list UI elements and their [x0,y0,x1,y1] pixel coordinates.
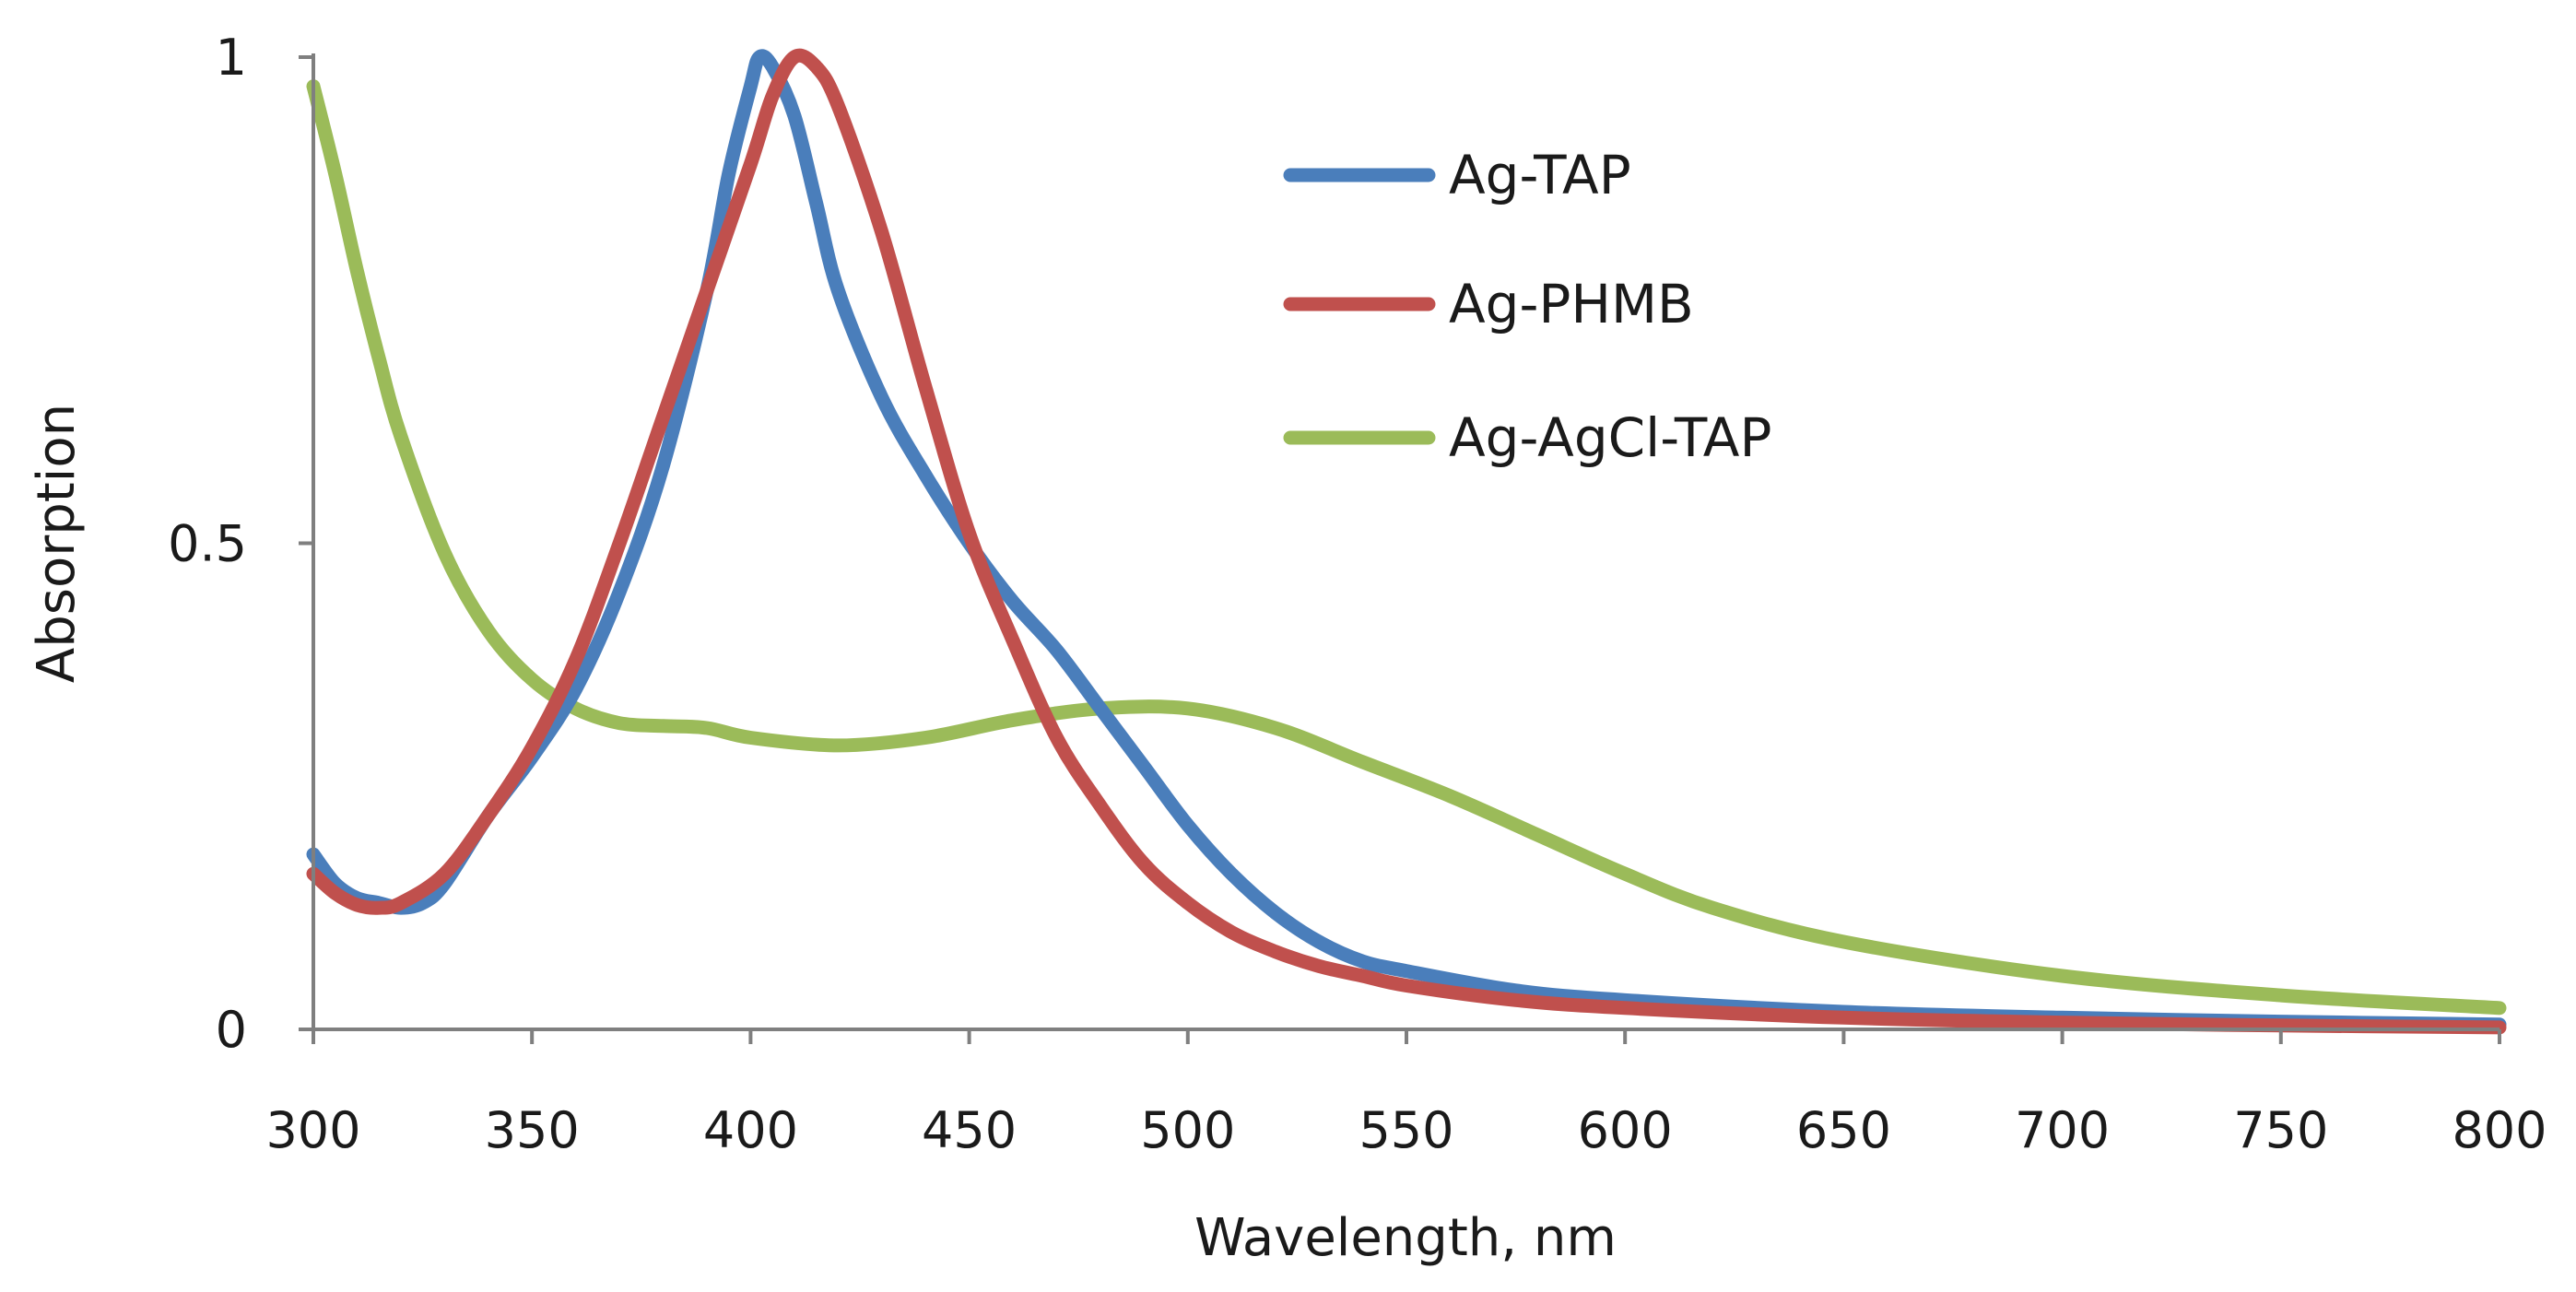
legend-label: Ag-PHMB [1449,273,1694,335]
legend-item-ag-agcl-tap: Ag-AgCl-TAP [1283,406,1771,469]
legend-label: Ag-TAP [1449,144,1631,206]
x-tick-label: 550 [1359,1101,1453,1159]
legend: Ag-TAP Ag-PHMB Ag-AgCl-TAP [1283,144,1771,469]
y-tick-label: 0 [216,1001,247,1059]
x-tick-label: 800 [2452,1101,2547,1159]
series-line-ag-tap [306,49,2507,1032]
x-tick-label: 650 [1796,1101,1891,1159]
legend-label: Ag-AgCl-TAP [1449,406,1771,469]
series-line-ag-agcl-tap [306,79,2507,1016]
x-tick-label: 600 [1578,1101,1673,1159]
x-tick-label: 700 [2015,1101,2110,1159]
y-tick-label: 1 [216,29,247,87]
x-tick-label: 350 [485,1101,580,1159]
x-axis-title: Wavelength, nm [1194,1208,1617,1268]
x-tick-label: 450 [922,1101,1017,1159]
plot-lines [306,48,2507,1035]
series-line-ag-phmb [306,48,2507,1035]
y-axis-title: Absorption [27,404,87,683]
x-tick-label: 400 [703,1101,798,1159]
x-tick-label: 750 [2233,1101,2328,1159]
x-tick-label: 300 [265,1101,360,1159]
legend-item-ag-phmb: Ag-PHMB [1283,273,1694,335]
y-tick-label: 0.5 [168,515,247,573]
legend-item-ag-tap: Ag-TAP [1283,144,1631,206]
x-tick-label: 500 [1140,1101,1235,1159]
ticks: 300 350 400 450 500 550 600 650 700 750 800 0 0.5 1 [168,29,2547,1159]
